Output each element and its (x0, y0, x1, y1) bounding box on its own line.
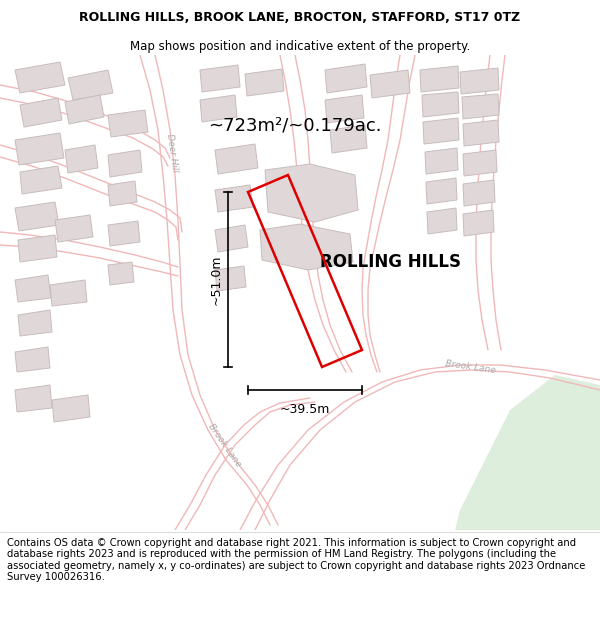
Polygon shape (108, 150, 142, 177)
Text: ~51.0m: ~51.0m (209, 254, 223, 305)
Polygon shape (108, 221, 140, 246)
Text: Brook Lane: Brook Lane (444, 359, 496, 375)
Polygon shape (265, 164, 358, 222)
Polygon shape (15, 347, 50, 372)
Text: Map shows position and indicative extent of the property.: Map shows position and indicative extent… (130, 39, 470, 52)
Polygon shape (245, 69, 284, 96)
Polygon shape (463, 210, 494, 236)
Polygon shape (463, 180, 495, 206)
Polygon shape (463, 120, 499, 146)
Polygon shape (108, 181, 137, 206)
Polygon shape (215, 144, 258, 174)
Polygon shape (18, 310, 52, 336)
Polygon shape (108, 110, 148, 137)
Polygon shape (55, 215, 93, 242)
Polygon shape (65, 145, 98, 173)
Polygon shape (20, 166, 62, 194)
Text: ROLLING HILLS, BROOK LANE, BROCTON, STAFFORD, ST17 0TZ: ROLLING HILLS, BROOK LANE, BROCTON, STAF… (79, 11, 521, 24)
Polygon shape (425, 148, 458, 174)
Polygon shape (462, 94, 499, 119)
Polygon shape (68, 70, 113, 100)
Polygon shape (52, 395, 90, 422)
Polygon shape (15, 385, 52, 412)
Polygon shape (200, 95, 237, 122)
Polygon shape (330, 125, 367, 153)
Text: Brook Lane: Brook Lane (207, 422, 243, 468)
Polygon shape (15, 62, 65, 93)
Polygon shape (463, 150, 497, 176)
Polygon shape (20, 98, 62, 127)
Polygon shape (422, 92, 459, 117)
Polygon shape (15, 275, 51, 302)
Polygon shape (50, 280, 87, 306)
Text: ROLLING HILLS: ROLLING HILLS (320, 253, 461, 271)
Polygon shape (15, 133, 64, 165)
Polygon shape (427, 208, 457, 234)
Polygon shape (325, 95, 364, 123)
Text: ~723m²/~0.179ac.: ~723m²/~0.179ac. (208, 116, 382, 134)
Polygon shape (215, 266, 246, 291)
Text: ~39.5m: ~39.5m (280, 403, 330, 416)
Polygon shape (108, 262, 134, 285)
Polygon shape (65, 95, 104, 124)
Polygon shape (200, 65, 240, 92)
Polygon shape (455, 375, 600, 530)
Polygon shape (423, 118, 459, 144)
Polygon shape (215, 185, 253, 212)
Polygon shape (460, 68, 499, 94)
Polygon shape (426, 178, 457, 204)
Polygon shape (15, 202, 59, 231)
Text: Contains OS data © Crown copyright and database right 2021. This information is : Contains OS data © Crown copyright and d… (7, 538, 586, 582)
Polygon shape (260, 224, 353, 270)
Polygon shape (420, 66, 459, 92)
Polygon shape (325, 64, 367, 93)
Text: Deer Hill: Deer Hill (165, 133, 179, 173)
Polygon shape (215, 225, 248, 252)
Polygon shape (370, 70, 410, 98)
Polygon shape (18, 235, 57, 262)
